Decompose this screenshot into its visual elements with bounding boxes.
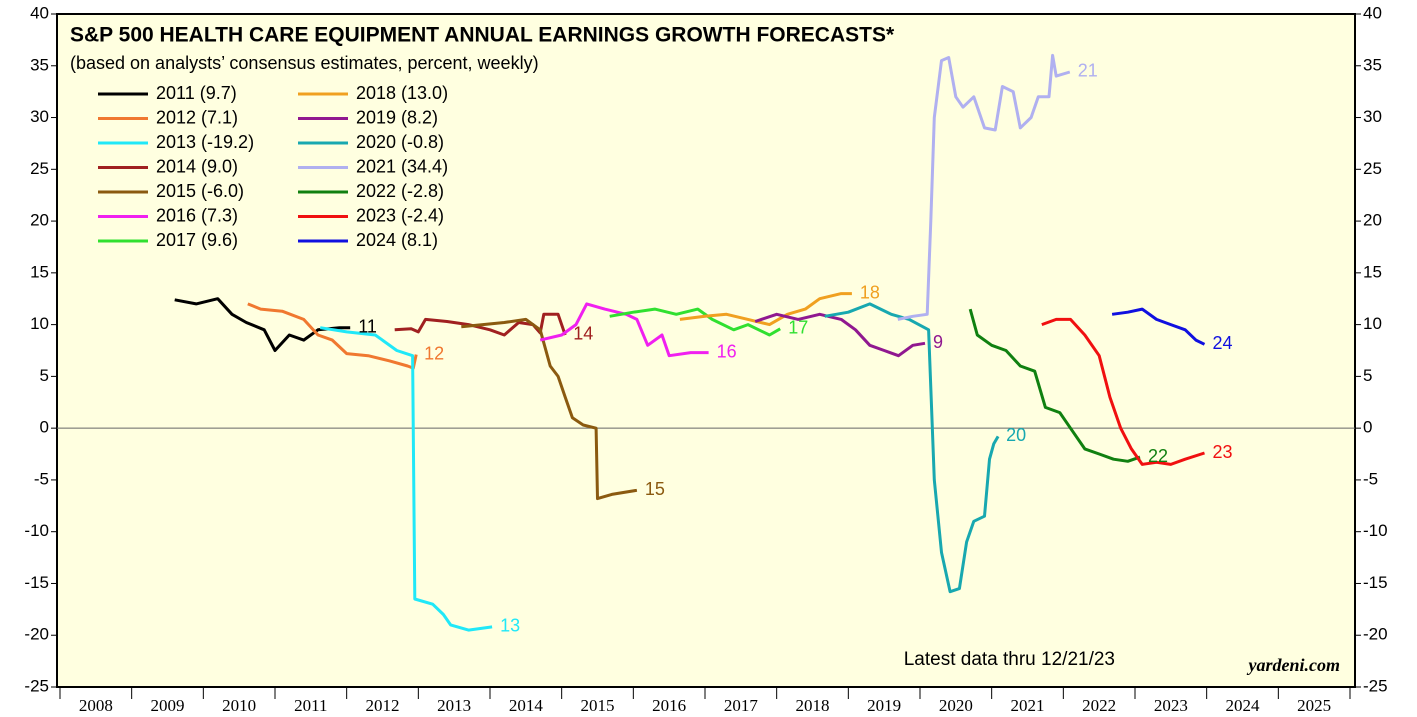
legend-label: 2018 (13.0) [356, 83, 448, 103]
series-line [1041, 317, 1205, 466]
x-tick-label: 2017 [724, 696, 759, 715]
x-tick-label: 2023 [1154, 696, 1188, 715]
x-tick-label: 2011 [294, 696, 327, 715]
x-tick-label: 2010 [222, 696, 256, 715]
legend-label: 2020 (-0.8) [356, 132, 444, 152]
y2-tick-label: 25 [1363, 159, 1382, 178]
y2-tick-label: -25 [1363, 676, 1388, 695]
y2-tick-label: 0 [1363, 418, 1372, 437]
end-label: 22 [1148, 446, 1168, 466]
y-tick-label: 15 [30, 262, 49, 281]
y2-tick-label: -20 [1363, 625, 1388, 644]
series-line [247, 302, 418, 370]
end-label: 20 [1006, 425, 1026, 445]
x-tick-label: 2013 [437, 696, 471, 715]
x-tick-label: 2022 [1082, 696, 1116, 715]
legend-label: 2021 (34.4) [356, 156, 448, 176]
series-line [609, 307, 781, 337]
x-tick-label: 2024 [1226, 696, 1261, 715]
plot [57, 53, 1355, 632]
y-tick-label: 30 [30, 107, 49, 126]
end-label: 15 [645, 479, 665, 499]
x-tick-label: 2018 [796, 696, 830, 715]
y2-tick-label: 40 [1363, 3, 1382, 22]
x-tick-label: 2019 [867, 696, 901, 715]
y-tick-label: 35 [30, 55, 49, 74]
y-tick-label: 40 [30, 3, 49, 22]
y-tick-label: 5 [40, 366, 49, 385]
legend-label: 2022 (-2.8) [356, 181, 444, 201]
y-tick-label: -20 [24, 625, 49, 644]
series-line [394, 312, 567, 337]
y-tick-label: -10 [24, 521, 49, 540]
series-line [174, 297, 351, 352]
series-line [539, 302, 709, 358]
y-tick-label: -15 [24, 573, 49, 592]
y2-tick-label: 30 [1363, 107, 1382, 126]
series-line [754, 312, 926, 358]
x-tick-label: 2012 [366, 696, 400, 715]
series-line [461, 317, 638, 501]
end-label: 11 [358, 316, 377, 336]
end-label: 17 [788, 318, 808, 338]
legend-label: 2019 (8.2) [356, 107, 438, 127]
series-line [319, 326, 493, 632]
y-tick-label: 25 [30, 159, 49, 178]
x-tick-label: 2015 [581, 696, 615, 715]
end-label: 13 [500, 616, 520, 636]
series-line [897, 53, 1071, 321]
x-tick-label: 2025 [1297, 696, 1331, 715]
y-tick-label: 10 [30, 314, 49, 333]
y-tick-label: -5 [34, 469, 49, 488]
y2-tick-label: -10 [1363, 521, 1388, 540]
note: Latest data thru 12/21/23 [904, 649, 1115, 670]
y2-tick-label: -15 [1363, 573, 1388, 592]
legend-label: 2012 (7.1) [156, 107, 238, 127]
end-label: 21 [1078, 61, 1098, 81]
x-tick-label: 2016 [652, 696, 686, 715]
legend-label: 2017 (9.6) [156, 230, 238, 250]
end-label: 9 [933, 332, 943, 352]
x-tick-label: 2014 [509, 696, 544, 715]
legend-label: 2024 (8.1) [356, 230, 438, 250]
y2-tick-label: -5 [1363, 469, 1378, 488]
x-tick-label: 2008 [79, 696, 113, 715]
y-tick-label: -25 [24, 676, 49, 695]
legend-label: 2014 (9.0) [156, 156, 238, 176]
legend-label: 2011 (9.7) [156, 83, 237, 103]
y2-tick-label: 35 [1363, 55, 1382, 74]
legend-label: 2023 (-2.4) [356, 205, 444, 225]
y-tick-label: 0 [40, 418, 49, 437]
legend-label: 2016 (7.3) [156, 205, 238, 225]
x-tick-label: 2020 [939, 696, 973, 715]
series-line [679, 292, 852, 327]
x-tick-label: 2009 [151, 696, 185, 715]
series-line [1111, 307, 1206, 346]
end-label: 12 [424, 343, 444, 363]
plot-frame [56, 13, 1356, 688]
end-label: 23 [1213, 442, 1233, 462]
end-label: 18 [860, 282, 880, 302]
chart-subtitle: (based on analysts’ consensus estimates,… [70, 53, 539, 73]
y2-tick-label: 5 [1363, 366, 1372, 385]
legend-label: 2013 (-19.2) [156, 132, 254, 152]
end-label: 24 [1213, 333, 1233, 353]
y2-tick-label: 15 [1363, 262, 1382, 281]
legend-label: 2015 (-6.0) [156, 181, 244, 201]
end-label: 16 [717, 341, 737, 361]
x-tick-label: 2021 [1011, 696, 1045, 715]
y2-tick-label: 20 [1363, 211, 1382, 230]
y2-tick-label: 10 [1363, 314, 1382, 333]
series-line [968, 308, 1141, 463]
chart-title: S&P 500 HEALTH CARE EQUIPMENT ANNUAL EAR… [70, 24, 895, 47]
source: yardeni.com [1247, 655, 1341, 675]
series-line [824, 302, 1000, 594]
end-label: 14 [573, 324, 593, 344]
y-tick-label: 20 [30, 211, 49, 230]
